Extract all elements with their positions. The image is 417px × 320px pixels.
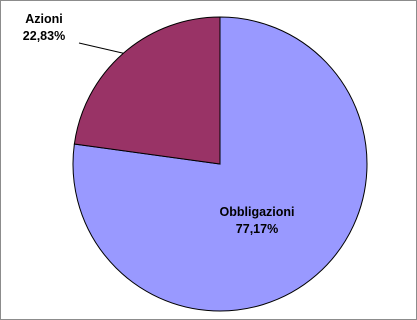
slice-label-obbligazioni-value: 77,17% <box>236 222 278 236</box>
pie-slices <box>72 16 368 312</box>
slice-label-azioni-name: Azioni <box>25 12 63 26</box>
leader-line-azioni <box>78 42 124 54</box>
slice-label-obbligazioni-name: Obbligazioni <box>220 205 295 219</box>
slice-label-azioni-value: 22,83% <box>23 29 65 43</box>
pie-slice-azioni <box>73 16 221 165</box>
